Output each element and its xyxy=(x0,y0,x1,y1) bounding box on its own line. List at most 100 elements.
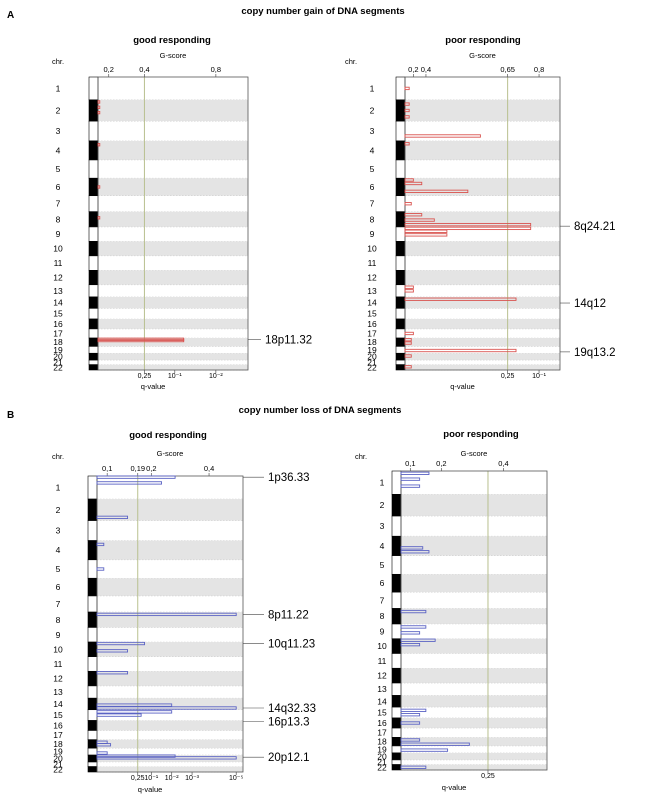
chr-label-5: 5 xyxy=(56,564,61,574)
bar-chr-17 xyxy=(404,331,414,336)
chr-label-13: 13 xyxy=(367,286,377,296)
chr-label-9: 9 xyxy=(370,229,375,239)
gscore-tick-label: 0,1 xyxy=(102,464,112,473)
bar-chr-22 xyxy=(400,765,427,769)
chromosome-band xyxy=(401,574,547,593)
ideogram-chr-15 xyxy=(88,308,99,320)
chr-label-20: 20 xyxy=(53,754,63,764)
gscore-tick-label: 0,4 xyxy=(498,459,508,468)
ideogram-chr-2 xyxy=(391,493,402,517)
chromosome-band xyxy=(98,178,248,196)
ideogram-chr-17 xyxy=(88,328,99,339)
qvalue-tick-label: 10⁻¹ xyxy=(532,373,546,380)
annotation-label: 10q11.23 xyxy=(268,639,315,651)
ideogram-chr-21 xyxy=(395,359,406,365)
chr-label-14: 14 xyxy=(377,696,387,706)
chr-label-19: 19 xyxy=(377,744,387,754)
chr-label-12: 12 xyxy=(377,671,387,681)
gscore-tick-label: 0,19 xyxy=(130,464,145,473)
qvalue-tick-label: 0,25 xyxy=(481,773,495,780)
chromosome-band xyxy=(405,241,560,256)
ideogram-chr-13 xyxy=(391,682,402,696)
chromosome-band xyxy=(98,241,248,256)
chromosome-band xyxy=(97,671,243,686)
chromosome-band xyxy=(401,764,547,770)
annotation-label: 18p11.32 xyxy=(265,335,312,347)
ideogram-chr-7 xyxy=(391,591,402,609)
bar-chr-8 xyxy=(97,216,101,220)
chr-label-1: 1 xyxy=(370,83,375,93)
bar-chr-3 xyxy=(404,134,481,138)
chr-label-12: 12 xyxy=(53,674,63,684)
chr-label-11: 11 xyxy=(368,258,377,268)
chr-label-16: 16 xyxy=(53,720,63,730)
bar-chr-13 xyxy=(404,285,414,289)
ideogram-chr-1 xyxy=(87,475,98,500)
bar-chr-19 xyxy=(96,751,108,755)
chromosome-band xyxy=(401,717,547,729)
bar-chr-1 xyxy=(400,484,421,488)
bar-chr-9 xyxy=(404,229,448,233)
ideogram-chr-8 xyxy=(87,611,98,628)
panel-a-title: copy number gain of DNA segments xyxy=(241,6,404,17)
bar-chr-14 xyxy=(404,297,517,301)
plot-frame xyxy=(97,76,249,371)
chr-label-19: 19 xyxy=(53,747,63,757)
chromosome-band xyxy=(97,720,243,731)
chr-label-9: 9 xyxy=(56,630,61,640)
chromosome-band xyxy=(405,319,560,329)
annotation-label: 14q12 xyxy=(574,298,606,310)
chr-label-15: 15 xyxy=(377,708,387,718)
chromosome-band xyxy=(401,668,547,684)
chr-label-18: 18 xyxy=(53,337,63,347)
chr-label-21: 21 xyxy=(367,357,377,367)
chr-label-2: 2 xyxy=(380,500,385,510)
bar-chr-2 xyxy=(97,105,101,109)
ideogram-chr-15 xyxy=(391,706,402,719)
chr-label-13: 13 xyxy=(53,286,63,296)
chr-label-6: 6 xyxy=(370,182,375,192)
chr-label-2: 2 xyxy=(56,105,61,115)
ideogram-chr-18 xyxy=(395,337,406,347)
ideogram-chr-6 xyxy=(395,177,406,197)
chart-subtitle: poor responding xyxy=(443,429,519,440)
ideogram-chr-4 xyxy=(87,540,98,561)
ideogram-chr-12 xyxy=(395,270,406,286)
gscore-axis-label: G-score xyxy=(469,51,496,60)
chromosome-band xyxy=(98,338,248,347)
chr-label-15: 15 xyxy=(53,710,63,720)
chromosome-band xyxy=(405,140,560,160)
ideogram-chr-10 xyxy=(88,241,99,257)
ideogram-chr-6 xyxy=(391,573,402,593)
chart-subtitle: poor responding xyxy=(445,35,521,46)
chromosome-band xyxy=(401,737,547,746)
chromosome-band xyxy=(405,270,560,285)
chromosome-band xyxy=(401,608,547,624)
ideogram-chr-9 xyxy=(88,226,99,242)
bar-chr-1 xyxy=(404,86,410,91)
ideogram-chr-9 xyxy=(391,623,402,640)
chromosome-band xyxy=(97,642,243,657)
chr-label-19: 19 xyxy=(367,345,377,355)
bar-chr-7 xyxy=(404,202,412,206)
bar-chr-1 xyxy=(96,481,162,485)
ideogram-chr-3 xyxy=(87,520,98,541)
bar-chr-8 xyxy=(404,222,532,227)
chromosome-band xyxy=(97,578,243,596)
chr-axis-label: chr. xyxy=(345,57,357,66)
chr-label-11: 11 xyxy=(54,659,63,669)
chr-label-10: 10 xyxy=(367,244,377,254)
bar-chr-1 xyxy=(400,471,430,475)
chart-loss-good-responding: good respondingG-scorechr.12345678910111… xyxy=(52,430,316,794)
gscore-axis-label: G-score xyxy=(461,449,488,458)
bar-chr-2 xyxy=(404,102,410,106)
ideogram-chr-1 xyxy=(391,470,402,495)
bar-chr-20 xyxy=(96,756,237,760)
bar-chr-4 xyxy=(400,546,424,550)
bar-chr-2 xyxy=(97,100,101,104)
chromosome-band xyxy=(98,296,248,309)
ideogram-chr-8 xyxy=(391,608,402,625)
ideogram-chr-18 xyxy=(87,739,98,749)
ideogram-chr-10 xyxy=(391,638,402,654)
